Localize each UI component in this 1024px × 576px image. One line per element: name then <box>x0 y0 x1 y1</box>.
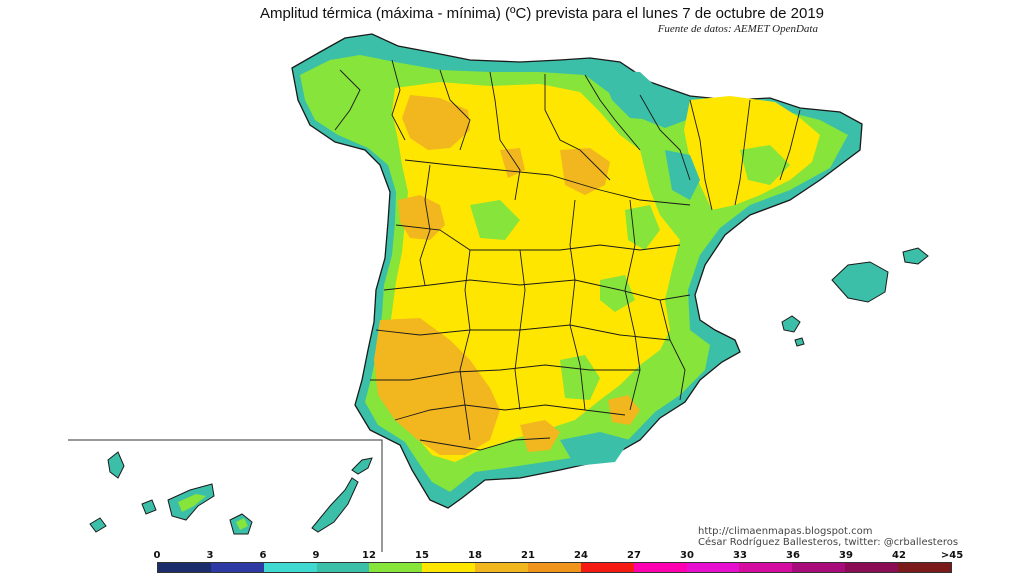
island-formentera <box>795 338 804 346</box>
colorbar-tick-label: 0 <box>154 550 161 561</box>
colorbar-tick-label: 3 <box>207 550 214 561</box>
colorbar-tick-label: 15 <box>415 550 429 561</box>
colorbar-tick-label: 6 <box>260 550 267 561</box>
colorbar-tick-label: 27 <box>627 550 641 561</box>
colorbar-segment <box>158 563 211 572</box>
island-fuerteventura <box>312 478 358 532</box>
credits: http://climaenmapas.blogspot.com César R… <box>698 526 958 548</box>
colorbar-segment <box>528 563 581 572</box>
colorbar-tick-label: 30 <box>680 550 694 561</box>
colorbar-tick-label: 33 <box>733 550 747 561</box>
canary-inset <box>68 440 382 552</box>
island-ibiza <box>782 316 800 332</box>
island-la-gomera <box>142 500 156 514</box>
colorbar-segment <box>634 563 687 572</box>
colorbar-segment <box>739 563 792 572</box>
colorbar-segment <box>687 563 740 572</box>
colorbar-segment <box>422 563 475 572</box>
colorbar-tick-label: 42 <box>892 550 906 561</box>
island-lanzarote <box>352 458 372 474</box>
colorbar-segment <box>317 563 370 572</box>
colorbar-tick-label: 18 <box>468 550 482 561</box>
island-la-palma <box>108 452 124 478</box>
colorbar-tick-label: 39 <box>839 550 853 561</box>
island-el-hierro <box>90 518 106 532</box>
colorbar-segment <box>581 563 634 572</box>
colorbar-tick-label: >45 <box>941 550 963 561</box>
colorbar-segment <box>264 563 317 572</box>
colorbar-segment <box>792 563 845 572</box>
island-menorca <box>903 248 928 264</box>
colorbar-segment <box>475 563 528 572</box>
credits-blog-url: http://climaenmapas.blogspot.com <box>698 526 958 537</box>
colorbar-tick-label: 24 <box>574 550 588 561</box>
colorbar-tick-label: 36 <box>786 550 800 561</box>
colorbar-tick-label: 9 <box>313 550 320 561</box>
colorbar-segment <box>369 563 422 572</box>
colorbar-segment <box>845 563 898 572</box>
colorbar <box>157 562 952 573</box>
colorbar-segment <box>898 563 951 572</box>
colorbar-segment <box>211 563 264 572</box>
peninsula <box>292 34 862 508</box>
balearic-islands <box>782 248 928 346</box>
island-mallorca <box>832 262 888 302</box>
credits-author: César Rodríguez Ballesteros, twitter: @c… <box>698 537 958 548</box>
colorbar-tick-label: 12 <box>362 550 376 561</box>
colorbar-ticks: 0 3 6 9 12 15 18 21 24 27 30 33 36 39 42 >45 <box>0 550 1024 562</box>
colorbar-tick-label: 21 <box>521 550 535 561</box>
